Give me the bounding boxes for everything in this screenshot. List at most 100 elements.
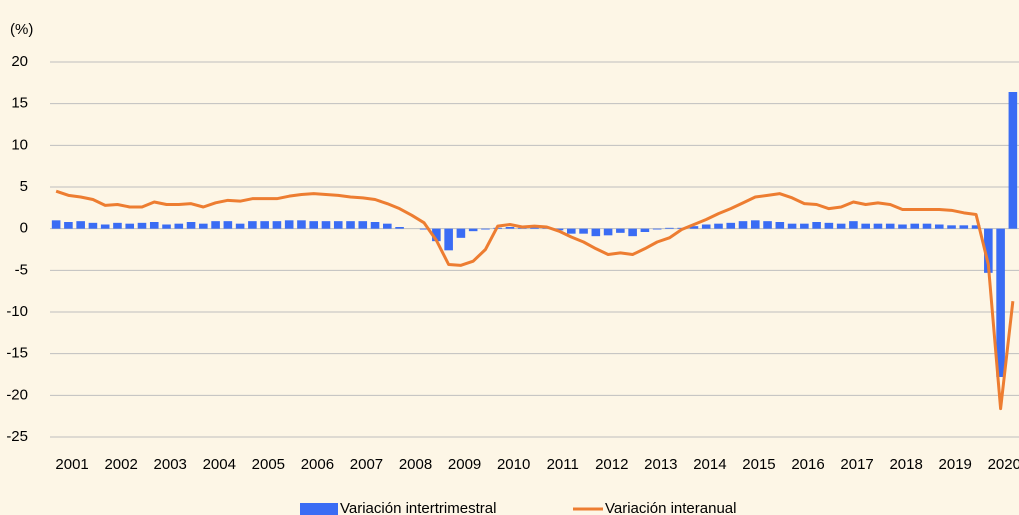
bar [370, 222, 380, 229]
bar [873, 223, 883, 229]
bar [714, 223, 723, 229]
bar [567, 228, 576, 234]
bar [309, 221, 319, 229]
bar [934, 224, 944, 229]
x-tick-label: 2014 [693, 456, 726, 473]
x-tick-label: 2006 [301, 456, 334, 473]
bar [800, 223, 809, 229]
bar [162, 224, 171, 229]
x-tick-label: 2004 [203, 456, 236, 473]
y-tick-label: 5 [20, 178, 28, 195]
bar [113, 222, 122, 229]
x-tick-label: 2008 [399, 456, 432, 473]
bar [603, 228, 613, 236]
bar [346, 221, 355, 229]
x-tick-label: 2005 [252, 456, 285, 473]
bar [763, 221, 772, 229]
bar [910, 223, 920, 229]
bar [775, 222, 785, 229]
line [55, 189, 1015, 411]
x-tick-label: 2009 [448, 456, 481, 473]
bar [358, 221, 368, 229]
bar [174, 223, 184, 229]
y-tick-label: 0 [20, 220, 28, 237]
x-tick-label: 2007 [350, 456, 383, 473]
bar [616, 228, 625, 233]
bar [996, 228, 1005, 377]
bar [554, 228, 564, 231]
x-tick-label: 2010 [497, 456, 530, 473]
bar [885, 223, 895, 229]
bar [824, 222, 834, 229]
x-tick-label: 2013 [644, 456, 677, 473]
bar [750, 220, 760, 229]
bar [812, 222, 821, 229]
bar [137, 222, 147, 229]
x-tick-label: 2020 [988, 456, 1019, 473]
bar [652, 228, 662, 230]
bar [64, 222, 73, 229]
bar [505, 227, 515, 229]
x-tick-label: 2001 [55, 456, 88, 473]
bar [861, 223, 870, 229]
bar [468, 228, 478, 232]
x-tick-label: 2017 [840, 456, 873, 473]
bar [640, 228, 650, 232]
bar [260, 221, 269, 229]
x-tick-label: 2016 [791, 456, 824, 473]
bar [432, 228, 441, 242]
x-tick-label: 2015 [742, 456, 775, 473]
bar [419, 228, 429, 230]
bar [149, 222, 159, 229]
bar [272, 221, 282, 229]
bar [787, 223, 797, 229]
bar [235, 223, 245, 229]
bar [248, 221, 257, 229]
bar [481, 228, 490, 230]
bar [959, 225, 969, 229]
bar [984, 228, 993, 273]
bar [898, 224, 907, 229]
bar [922, 223, 932, 229]
bar [726, 222, 736, 229]
bar [88, 222, 98, 229]
bar [849, 221, 858, 229]
bar [836, 223, 846, 229]
bar [738, 221, 748, 229]
bar [76, 221, 85, 229]
bar [701, 224, 711, 229]
y-unit-label: (%) [10, 21, 33, 38]
bar [223, 221, 233, 229]
y-tick-label: 10 [11, 136, 28, 153]
bar [321, 221, 331, 229]
legend-swatch [300, 503, 338, 515]
y-tick-label: -25 [6, 428, 28, 445]
bar [971, 225, 981, 229]
bar [591, 228, 601, 237]
bar [51, 220, 61, 229]
bar [1008, 92, 1018, 229]
bar [186, 222, 196, 229]
bar [125, 223, 135, 229]
y-tick-label: 15 [11, 95, 28, 112]
y-tick-label: -15 [6, 345, 28, 362]
bar [395, 227, 404, 229]
x-tick-label: 2019 [939, 456, 972, 473]
bar [579, 228, 588, 234]
bar [297, 220, 306, 229]
legend-label: Variación interanual [605, 500, 736, 515]
bar [100, 224, 110, 229]
x-tick-label: 2012 [595, 456, 628, 473]
x-tick-label: 2018 [889, 456, 922, 473]
x-tick-label: 2002 [104, 456, 137, 473]
y-tick-label: 20 [11, 53, 28, 70]
bar [628, 228, 637, 237]
y-tick-label: -10 [6, 303, 28, 320]
bar [665, 227, 674, 229]
x-tick-label: 2003 [154, 456, 187, 473]
bar [211, 221, 220, 229]
bar [947, 225, 956, 229]
bar [530, 227, 539, 229]
